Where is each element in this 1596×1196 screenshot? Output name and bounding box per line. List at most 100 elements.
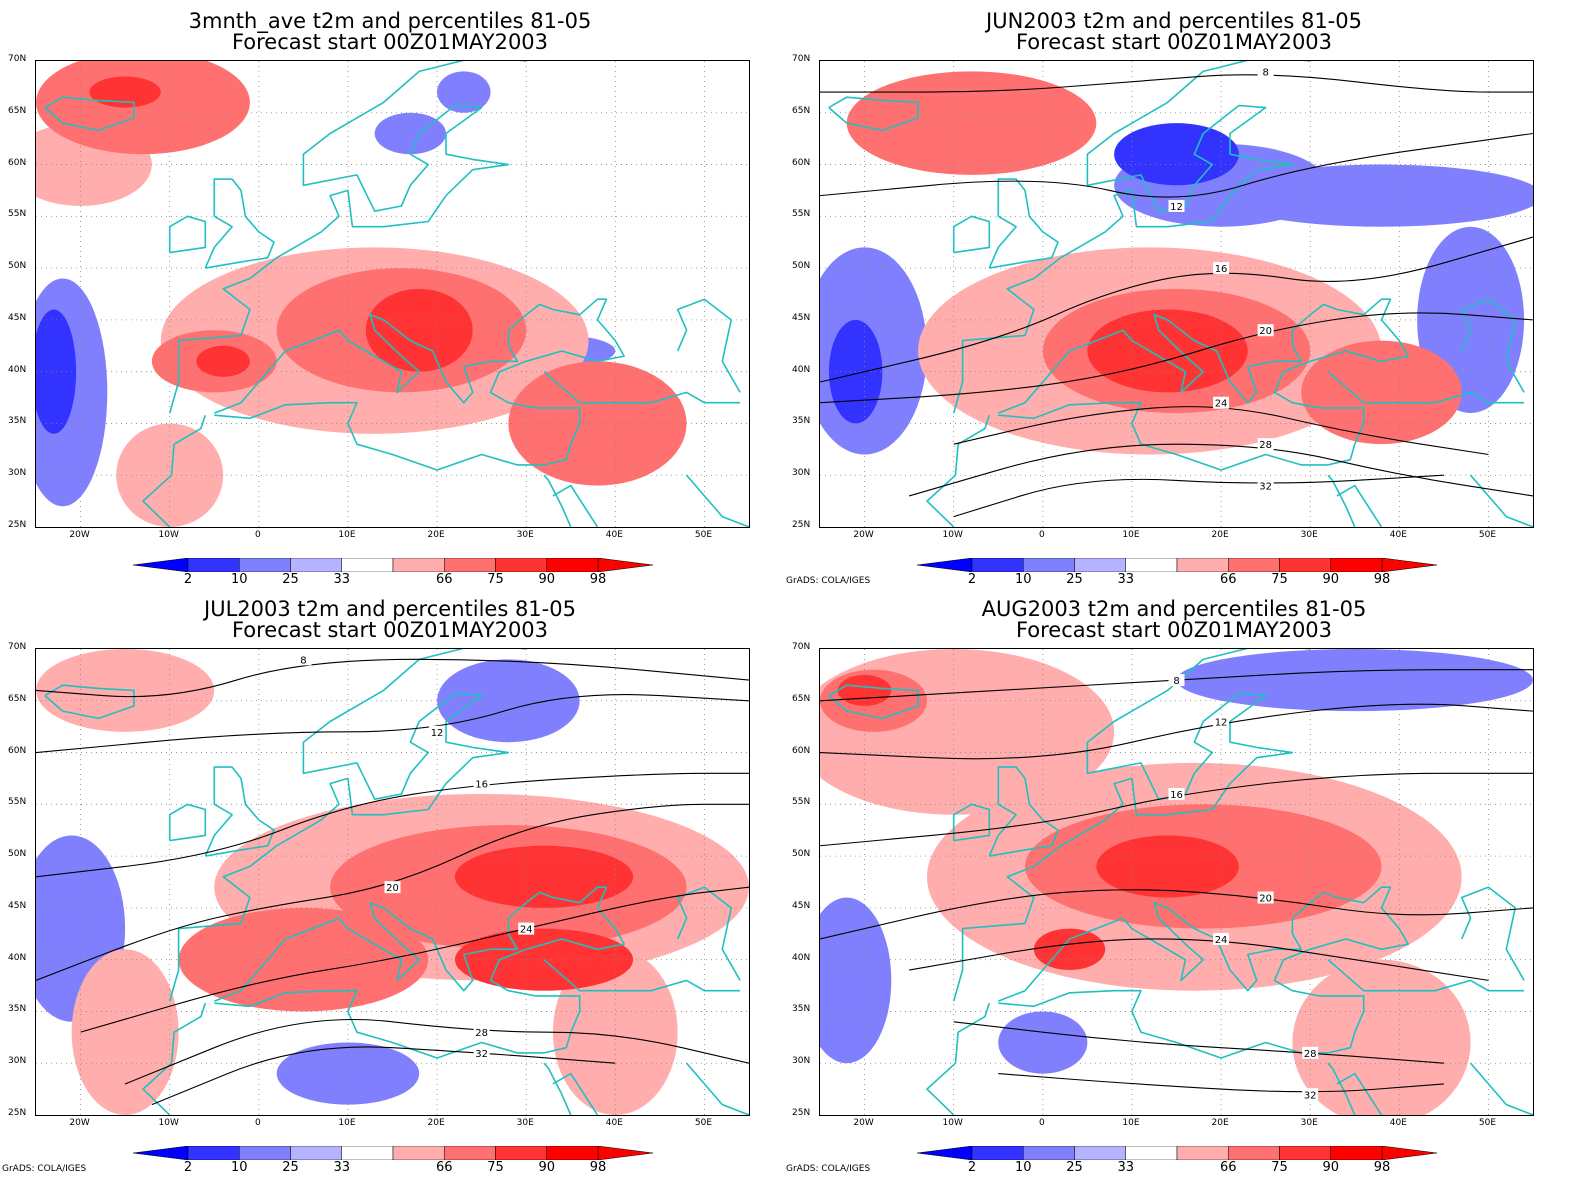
isotherm-label-bg [1302, 1046, 1319, 1059]
lat-tick-label: 40N [792, 952, 811, 963]
colorbar-segment [290, 558, 342, 572]
map-panel-4: AUG2003 t2m and percentiles 81-05 Forecas… [784, 588, 1564, 1178]
isotherm-20 [820, 889, 1533, 940]
map-area: 8 12 16 20 24 28 32 [819, 648, 1534, 1116]
isotherm-label-bg [473, 777, 490, 790]
isotherm-32 [998, 1073, 1444, 1093]
lon-tick-label: 0 [254, 530, 261, 540]
lon-tick-label: 50E [694, 1118, 713, 1128]
lat-tick-label: 70N [8, 54, 27, 64]
colorbar-segment [392, 1146, 445, 1160]
map-svg: 8 12 16 20 24 28 32 [820, 61, 1533, 527]
lat-tick-label: 25N [8, 1108, 27, 1118]
colorbar-segment [546, 1146, 599, 1160]
lat-tick-label: 25N [792, 520, 811, 530]
lat-tick-label: 50N [8, 261, 27, 272]
colorbar-arrow-high [597, 1146, 653, 1160]
colorbar-label: 25 [282, 572, 299, 587]
percentile-area-p75 [36, 61, 250, 155]
isotherm-label: 32 [475, 1049, 488, 1060]
map-area: 8 12 16 20 24 28 32 [819, 60, 1534, 528]
percentile-area-p90 [454, 928, 634, 991]
isotherm-label: 12 [1215, 717, 1228, 728]
coastline [1469, 474, 1533, 527]
coastline [1336, 1072, 1383, 1115]
coastline [543, 371, 741, 404]
isotherm-16 [820, 236, 1533, 383]
isotherm-label-bg [518, 922, 535, 935]
colorbar-segment [1125, 1146, 1178, 1160]
map-svg: 8 12 16 20 24 28 32 [820, 649, 1533, 1115]
lon-tick-label: 40E [1389, 530, 1407, 540]
panel-title: AUG2003 t2m and percentiles 81-05 [981, 597, 1367, 621]
lat-tick-label: 55N [8, 797, 27, 808]
lon-tick-label: 10W [158, 1118, 179, 1128]
lon-tick-label: 10E [338, 530, 356, 540]
lon-tick-label: 0 [1038, 1118, 1045, 1128]
colorbar-label: 2 [967, 572, 977, 587]
colorbar-label: 2 [967, 1160, 977, 1175]
lon-tick-label: 0 [1038, 530, 1045, 540]
lon-tick-label: 20W [853, 1118, 874, 1128]
lon-tick-label: 20E [427, 530, 445, 540]
panel-subtitle: Forecast start 00Z01MAY2003 [1015, 30, 1333, 54]
isotherm-label: 12 [1170, 202, 1183, 213]
colorbar-label: 33 [1117, 572, 1135, 587]
isotherm-label-bg [473, 1026, 490, 1039]
lat-tick-label: 55N [8, 209, 27, 220]
isotherm-8 [820, 74, 1533, 93]
isotherm-24 [953, 406, 1489, 456]
lon-tick-label: 40E [605, 530, 623, 540]
isotherm-label-bg [1257, 891, 1274, 904]
lat-tick-label: 65N [8, 693, 27, 704]
coastline [1327, 371, 1525, 404]
coastline [988, 178, 1059, 269]
isotherm-12 [820, 132, 1533, 198]
map-panel-1: 3mnth_ave t2m and percentiles 81-05 Forec… [0, 0, 780, 590]
lat-tick-label: 65N [8, 105, 27, 116]
lon-tick-label: 0 [254, 1118, 261, 1128]
lon-tick-label: 30E [516, 1118, 534, 1128]
colorbar-arrow-low [917, 558, 973, 572]
percentile-area-p66 [71, 949, 179, 1115]
lon-tick-label: 10W [942, 530, 963, 540]
colorbar-segment [1125, 558, 1178, 572]
isotherm-20 [36, 803, 749, 981]
colorbar-segment [341, 1146, 394, 1160]
isotherm-12 [36, 694, 749, 754]
colorbar-label: 2 [183, 1160, 193, 1175]
isotherm-label-bg [1257, 324, 1274, 337]
isotherm-28 [124, 1018, 749, 1085]
lon-tick-label: 40E [605, 1118, 623, 1128]
colorbar-segment [341, 558, 394, 572]
panel-subtitle: Forecast start 00Z01MAY2003 [231, 30, 549, 54]
colorbar-label: 75 [1271, 572, 1288, 587]
colorbar [133, 558, 653, 572]
colorbar-label: 2 [183, 572, 193, 587]
lon-tick-label: 10W [942, 1118, 963, 1128]
colorbar-label: 98 [589, 572, 607, 587]
lat-tick-label: 55N [792, 797, 811, 808]
percentile-area-p90 [837, 674, 892, 706]
colorbar-segment [971, 1146, 1024, 1160]
lon-tick-label: 20E [1211, 1118, 1229, 1128]
coastline [543, 959, 741, 992]
isotherm-label-bg [1168, 674, 1185, 687]
isotherm-label: 24 [1215, 399, 1228, 410]
isotherm-label-bg [1257, 438, 1274, 451]
isotherm-label: 24 [520, 925, 533, 936]
percentile-area-p90 [1033, 928, 1106, 971]
coastline [142, 414, 207, 527]
isotherm-label: 20 [1259, 894, 1272, 905]
isotherm-32 [151, 1046, 616, 1106]
percentile-area-p75 [1301, 340, 1462, 445]
colorbar-arrow-low [917, 1146, 973, 1160]
colorbar-segment [239, 1146, 291, 1160]
panel-title: JUN2003 t2m and percentiles 81-05 [986, 9, 1362, 33]
lat-tick-label: 25N [792, 1108, 811, 1118]
coastline [952, 649, 1311, 1002]
coastline [828, 684, 919, 720]
coastline [142, 1002, 207, 1115]
lon-tick-label: 50E [1478, 530, 1497, 540]
map-svg [36, 61, 749, 527]
